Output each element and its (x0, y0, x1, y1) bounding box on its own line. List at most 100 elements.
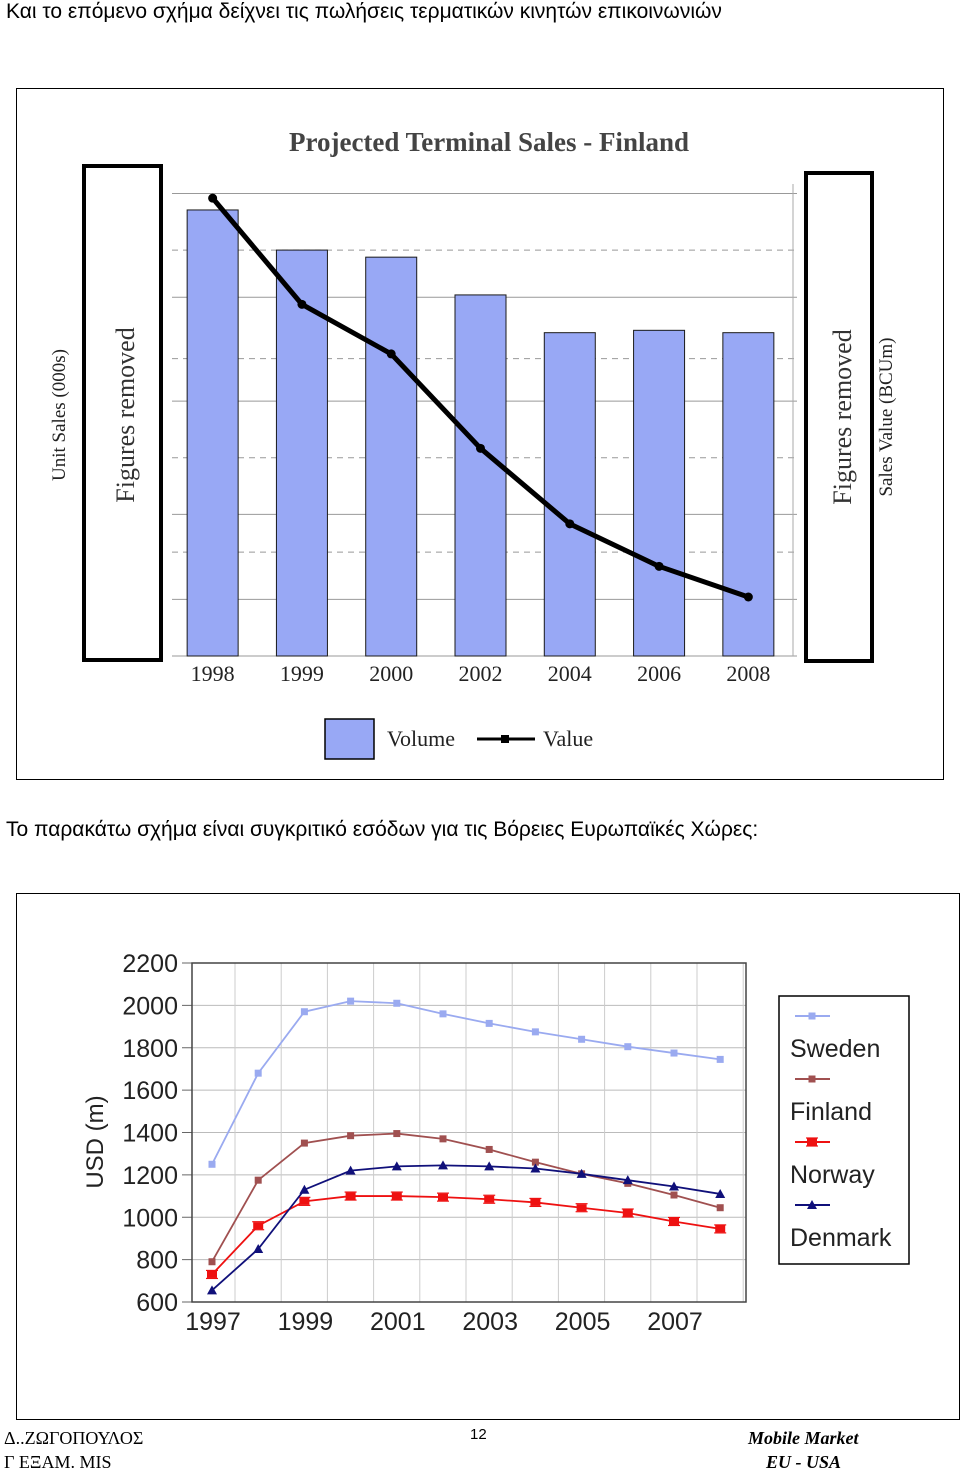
point-sweden (393, 999, 401, 1007)
point-denmark (253, 1244, 264, 1254)
y-tick-label: 1400 (122, 1120, 178, 1148)
point-denmark (391, 1161, 402, 1171)
legend-volume-label: Volume (387, 726, 455, 751)
value-point (565, 519, 575, 529)
bar-volume (275, 249, 328, 657)
legend-marker-sweden (808, 1012, 816, 1020)
finland-sales-chart: 1998 1999 2000 2002 2004 2006 2008 Projected T… (49, 127, 897, 760)
series-line-norway (211, 1195, 721, 1276)
point-sweden (208, 1160, 216, 1168)
footer-author: Δ..ΖΩΓΟΠΟΥΛΟΣ (4, 1428, 144, 1448)
point-norway (207, 1270, 217, 1278)
point-sweden (485, 1019, 493, 1027)
legend-label-sweden: Sweden (790, 1035, 880, 1063)
point-denmark (345, 1165, 356, 1175)
x-tick-label: 2004 (548, 661, 592, 686)
point-norway (299, 1197, 310, 1205)
y-tick-label: 1600 (122, 1077, 178, 1105)
series-line-denmark (211, 1164, 721, 1292)
point-sweden (624, 1043, 632, 1051)
right-axis-cover-box (804, 171, 874, 663)
footer-subtitle: EU - USA (766, 1452, 842, 1472)
point-finland (254, 1176, 262, 1184)
point-sweden (578, 1035, 586, 1043)
legend-value-label: Value (543, 726, 593, 751)
legend-label-norway: Norway (790, 1161, 875, 1189)
point-norway (669, 1217, 679, 1225)
right-figures-removed-note: Figures removed (828, 329, 857, 504)
point-finland (531, 1158, 539, 1166)
point-norway (253, 1222, 264, 1230)
y-tick-label: 600 (136, 1289, 178, 1317)
value-point (386, 349, 396, 359)
bar-volume (633, 329, 686, 657)
x-tick-label: 2005 (555, 1308, 611, 1336)
point-finland (716, 1204, 724, 1212)
point-denmark (438, 1160, 448, 1170)
legend-marker-norway (807, 1138, 817, 1146)
bar-volume (543, 332, 596, 657)
point-norway (715, 1225, 726, 1233)
value-point (743, 592, 753, 602)
point-norway (345, 1192, 356, 1200)
legend-value-marker (501, 735, 509, 743)
point-norway (438, 1193, 448, 1201)
point-finland (347, 1132, 355, 1140)
left-figures-removed-note: Figures removed (111, 327, 140, 502)
y-tick-label: 800 (136, 1247, 178, 1275)
bar-volume (722, 332, 775, 657)
bar-volume (365, 256, 418, 657)
x-tick-label: 1998 (191, 661, 235, 686)
x-tick-label: 2007 (647, 1308, 703, 1336)
point-finland (300, 1139, 308, 1147)
x-tick-label: 2006 (637, 661, 681, 686)
point-sweden (347, 997, 355, 1005)
point-norway (530, 1198, 541, 1206)
y-tick-label: 2200 (122, 950, 178, 978)
point-denmark (576, 1168, 587, 1178)
point-denmark (669, 1181, 679, 1191)
series-line-sweden (211, 1000, 721, 1165)
point-finland (208, 1258, 216, 1266)
footer-course: Γ ΕΞΑΜ. MIS (4, 1452, 112, 1472)
point-sweden (254, 1069, 262, 1077)
y-tick-label: 2000 (122, 992, 178, 1020)
x-tick-label: 1997 (185, 1308, 241, 1336)
x-tick-label: 1999 (278, 1308, 334, 1336)
value-point (654, 561, 664, 571)
legend-label-finland: Finland (790, 1098, 872, 1126)
point-denmark (207, 1285, 217, 1295)
y2-axis-label: Sales Value (BCUm) (876, 337, 897, 496)
x-tick-label: 2002 (459, 661, 503, 686)
y-axis-label: USD (m) (82, 1095, 109, 1188)
point-norway (484, 1195, 495, 1203)
plot-area (191, 962, 747, 1303)
point-sweden (300, 1008, 308, 1016)
x-tick-label: 2000 (369, 661, 413, 686)
top-heading: Και το επόμενο σχήμα δείχνει τις πωλήσει… (6, 0, 722, 23)
nordic-revenue-chart: 600 800 1000 1200 1400 1600 1800 2000 2200 1997 1… (82, 950, 910, 1336)
point-finland (393, 1130, 401, 1138)
value-point (476, 443, 485, 453)
point-sweden (716, 1055, 724, 1063)
bar-volume (186, 209, 239, 657)
y-tick-label: 1000 (122, 1204, 178, 1232)
point-sweden (439, 1010, 447, 1018)
point-denmark (299, 1184, 310, 1194)
legend-marker-finland (808, 1075, 816, 1083)
left-axis-cover-box (82, 164, 163, 662)
point-finland (439, 1135, 447, 1143)
x-tick-label: 2001 (370, 1308, 426, 1336)
point-norway (576, 1204, 587, 1212)
x-tick-label: 1999 (280, 661, 324, 686)
middle-heading: Το παρακάτω σχήμα είναι συγκριτικό εσόδω… (6, 818, 759, 841)
legend-label-denmark: Denmark (790, 1224, 892, 1252)
x-tick-label: 2003 (462, 1308, 518, 1336)
value-point (297, 299, 307, 309)
point-norway (622, 1209, 633, 1217)
chart-title: Projected Terminal Sales - Finland (289, 127, 689, 157)
point-finland (485, 1145, 493, 1153)
point-finland (670, 1191, 678, 1199)
page-number: 12 (470, 1426, 487, 1443)
value-point (208, 193, 218, 203)
